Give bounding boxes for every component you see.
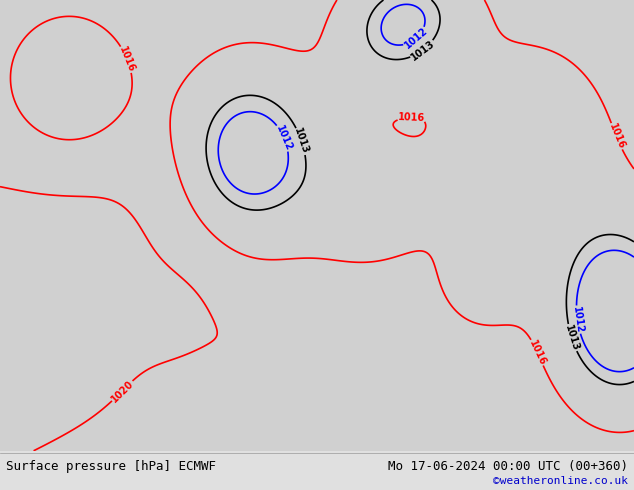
Text: 1012: 1012 [571,306,585,334]
Text: 1016: 1016 [527,338,548,367]
Text: 1016: 1016 [607,122,626,151]
Text: 1013: 1013 [292,127,311,156]
Text: 1020: 1020 [109,378,136,404]
Text: 1012: 1012 [403,26,429,51]
Text: 1016: 1016 [117,45,137,74]
Text: 1013: 1013 [409,38,436,62]
Text: 1012: 1012 [274,123,294,152]
Text: ©weatheronline.co.uk: ©weatheronline.co.uk [493,476,628,486]
Text: 1013: 1013 [563,323,581,352]
Text: Mo 17-06-2024 00:00 UTC (00+360): Mo 17-06-2024 00:00 UTC (00+360) [387,460,628,473]
Text: Surface pressure [hPa] ECMWF: Surface pressure [hPa] ECMWF [6,460,216,473]
Text: 1016: 1016 [398,112,425,123]
